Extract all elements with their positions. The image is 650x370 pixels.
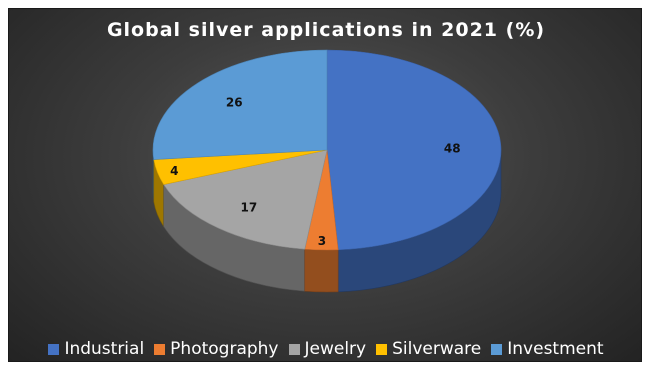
legend-item-investment: Investment <box>491 339 604 359</box>
data-label-silverware: 4 <box>170 164 178 178</box>
pie-slice-industrial <box>326 49 502 251</box>
data-label-photography: 3 <box>318 234 326 248</box>
legend-label-silverware: Silverware <box>392 339 482 359</box>
legend-label-industrial: Industrial <box>64 339 145 359</box>
data-label-investment: 26 <box>226 96 243 110</box>
pie-slice-investment <box>152 49 328 160</box>
chart-area: Global silver applications in 2021 (%) 4… <box>8 8 642 362</box>
legend-label-jewelry: Jewelry <box>304 339 367 359</box>
legend-swatch-industrial <box>48 343 60 355</box>
legend-label-photography: Photography <box>170 339 279 359</box>
legend-swatch-photography <box>154 343 166 355</box>
pie-slice-jewelry <box>163 149 328 250</box>
legend-swatch-jewelry <box>288 343 300 355</box>
pie-side-photography <box>304 248 339 293</box>
legend-item-photography: Photography <box>154 339 279 359</box>
pie-chart: 48 3 17 4 26 <box>152 49 502 293</box>
data-label-industrial: 48 <box>444 142 461 156</box>
legend-swatch-silverware <box>376 343 388 355</box>
chart-legend: Industrial Photography Jewelry Silverware In… <box>9 339 643 359</box>
legend-swatch-investment <box>491 343 503 355</box>
legend-item-industrial: Industrial <box>48 339 144 359</box>
legend-label-investment: Investment <box>507 339 604 359</box>
data-label-jewelry: 17 <box>241 200 258 214</box>
legend-item-silverware: Silverware <box>376 339 481 359</box>
legend-item-jewelry: Jewelry <box>288 339 367 359</box>
chart-title: Global silver applications in 2021 (%) <box>106 19 546 41</box>
